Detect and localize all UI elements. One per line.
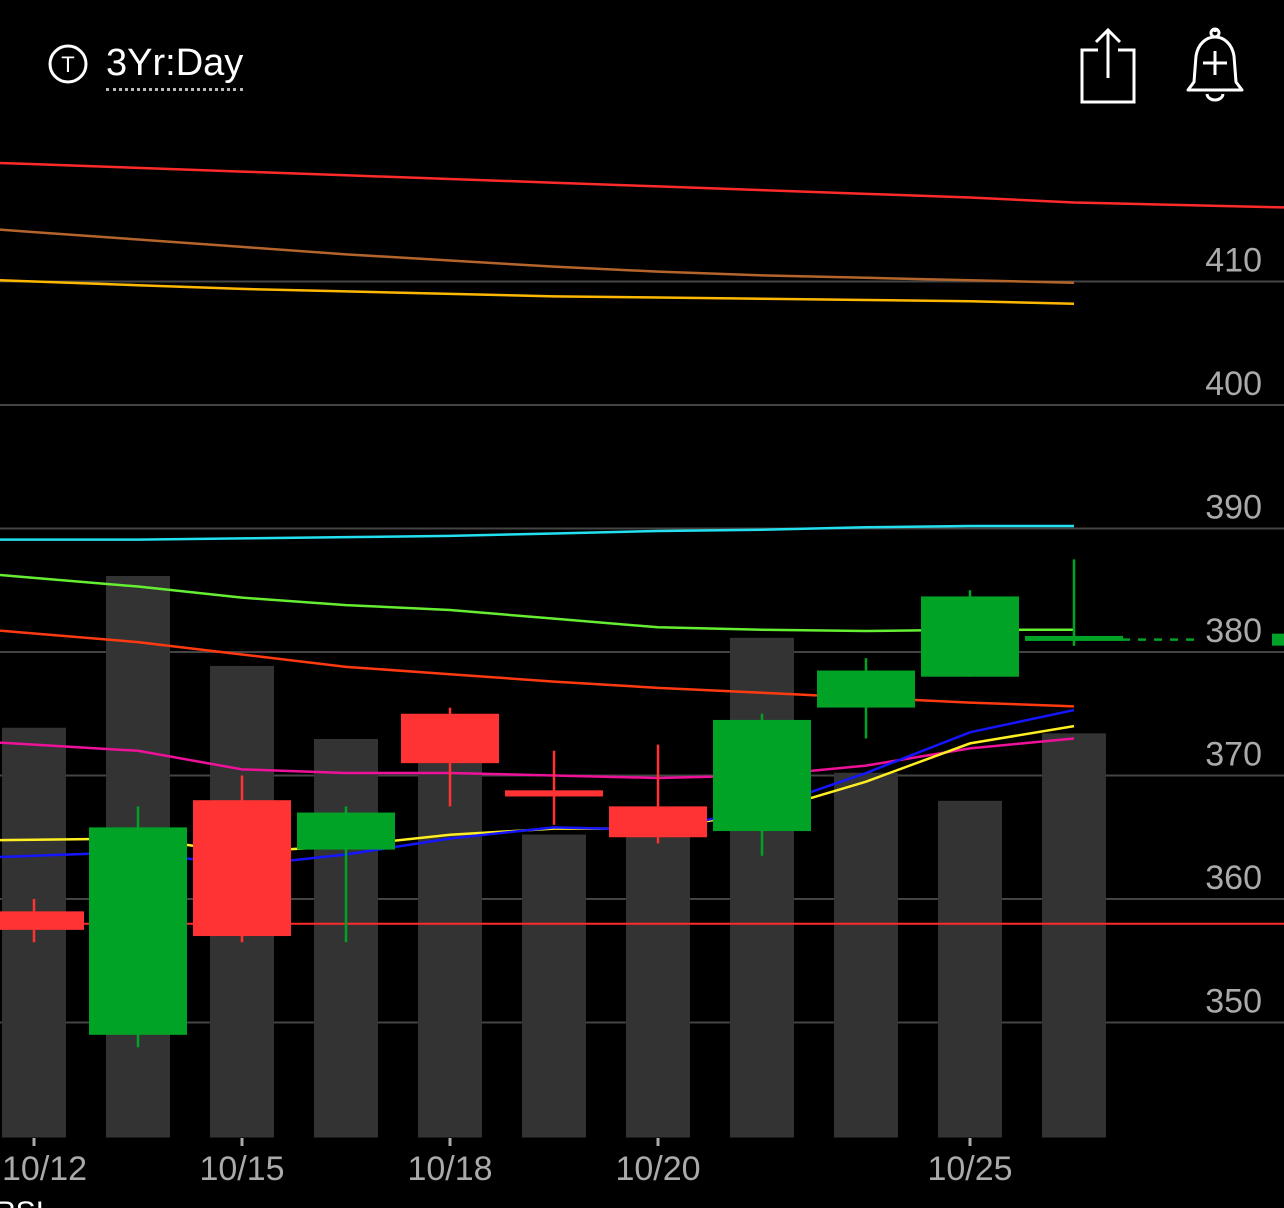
x-tick-label: 10/18 (407, 1150, 492, 1188)
y-axis-labels: 350 360 370 380 390 400 410 (1205, 242, 1262, 1021)
y-tick-label: 380 (1205, 612, 1262, 650)
candle-body[interactable] (89, 827, 187, 1035)
t-circle-icon: T (48, 44, 88, 84)
moving-average-line (0, 161, 1284, 209)
volume-bar (938, 800, 1002, 1138)
moving-average-line (0, 228, 1075, 284)
rsi-label: RSI (0, 1196, 44, 1208)
candle-body[interactable] (297, 812, 395, 850)
chart-header: T 3Yr:Day (0, 0, 1284, 120)
candle-body[interactable] (817, 670, 915, 708)
candle-body[interactable] (0, 911, 84, 930)
moving-average-line (0, 737, 1075, 780)
candles[interactable] (0, 559, 1284, 1048)
candle-body[interactable] (401, 713, 499, 764)
volume-bar (522, 834, 586, 1138)
volume-bar (1042, 733, 1106, 1138)
x-tick-label: 10/25 (927, 1150, 1012, 1188)
y-tick-label: 350 (1205, 983, 1262, 1021)
y-tick-label: 360 (1205, 859, 1262, 897)
moving-average-line (0, 279, 1075, 305)
y-tick-label: 370 (1205, 736, 1262, 774)
last-price-marker (1272, 633, 1284, 646)
x-tick-label: 10/15 (199, 1150, 284, 1188)
candle-body[interactable] (609, 806, 707, 838)
candle-body[interactable] (713, 719, 811, 832)
volume-bar (730, 637, 794, 1138)
moving-average-line (0, 573, 1074, 633)
volume-bar (626, 834, 690, 1138)
timeframe-selector[interactable]: 3Yr:Day (106, 40, 244, 91)
volume-bar (834, 772, 898, 1138)
y-tick-label: 410 (1205, 242, 1262, 280)
moving-average-line (0, 524, 1074, 541)
moving-average-lines (0, 161, 1284, 867)
x-tick-label: 10/20 (615, 1150, 700, 1188)
share-icon[interactable] (1078, 26, 1138, 108)
y-tick-label: 400 (1205, 365, 1262, 403)
x-axis-labels: 10/12 10/15 10/18 10/20 10/25 (0, 1137, 1284, 1188)
add-alert-bell-icon[interactable] (1182, 26, 1248, 108)
svg-text:T: T (61, 52, 74, 77)
candle-body[interactable] (193, 800, 291, 937)
x-tick-label: 10/12 (2, 1150, 87, 1188)
candle-body[interactable] (1025, 635, 1123, 641)
candle-body[interactable] (921, 596, 1019, 677)
y-tick-label: 390 (1205, 489, 1262, 527)
candle-body[interactable] (505, 790, 603, 797)
